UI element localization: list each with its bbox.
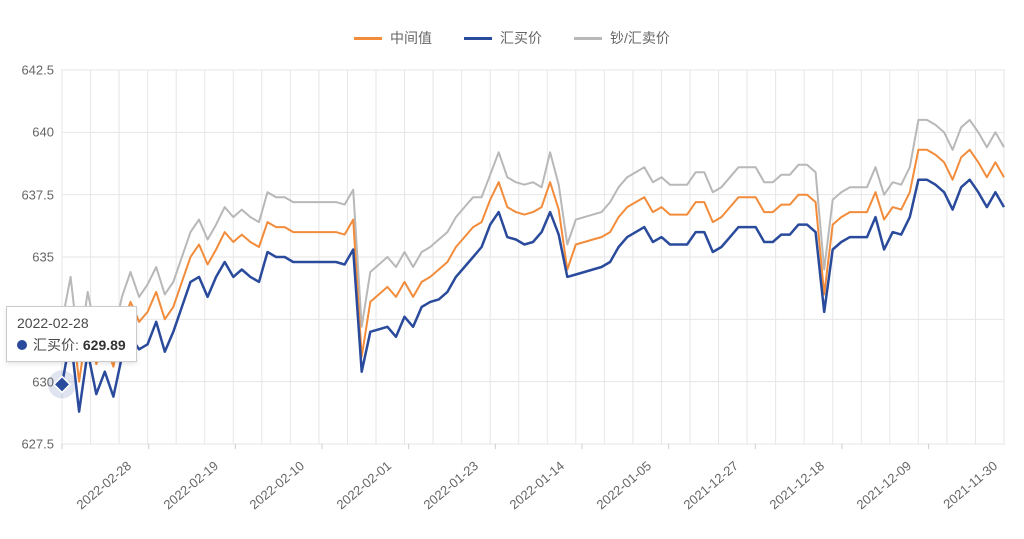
legend-item[interactable]: 钞/汇卖价	[574, 28, 670, 48]
y-tick-label: 627.5	[2, 437, 54, 452]
chart-container: 中间值汇买价钞/汇卖价 627.5630632.5635637.5640642.…	[0, 0, 1024, 539]
y-tick-label: 635	[2, 250, 54, 265]
y-tick-label: 637.5	[2, 187, 54, 202]
legend-label: 钞/汇卖价	[610, 30, 670, 46]
tooltip-value: 629.89	[83, 337, 126, 353]
tooltip: 2022-02-28 汇买价: 629.89	[6, 306, 137, 362]
y-tick-label: 640	[2, 125, 54, 140]
tooltip-series-dot-icon	[17, 340, 27, 350]
line-chart[interactable]	[0, 0, 1024, 539]
legend-label: 中间值	[390, 30, 432, 46]
legend-swatch-icon	[464, 37, 492, 40]
y-tick-label: 642.5	[2, 63, 54, 78]
y-tick-label: 630	[2, 374, 54, 389]
legend-swatch-icon	[574, 37, 602, 40]
legend-item[interactable]: 汇买价	[464, 28, 542, 48]
legend-item[interactable]: 中间值	[354, 28, 432, 48]
legend: 中间值 汇买价 钞/汇卖价	[0, 28, 1024, 48]
legend-label: 汇买价	[500, 30, 542, 46]
legend-swatch-icon	[354, 37, 382, 40]
tooltip-series-label: 汇买价:	[33, 335, 79, 355]
tooltip-date: 2022-02-28	[17, 315, 126, 331]
tooltip-row: 汇买价: 629.89	[17, 335, 126, 355]
